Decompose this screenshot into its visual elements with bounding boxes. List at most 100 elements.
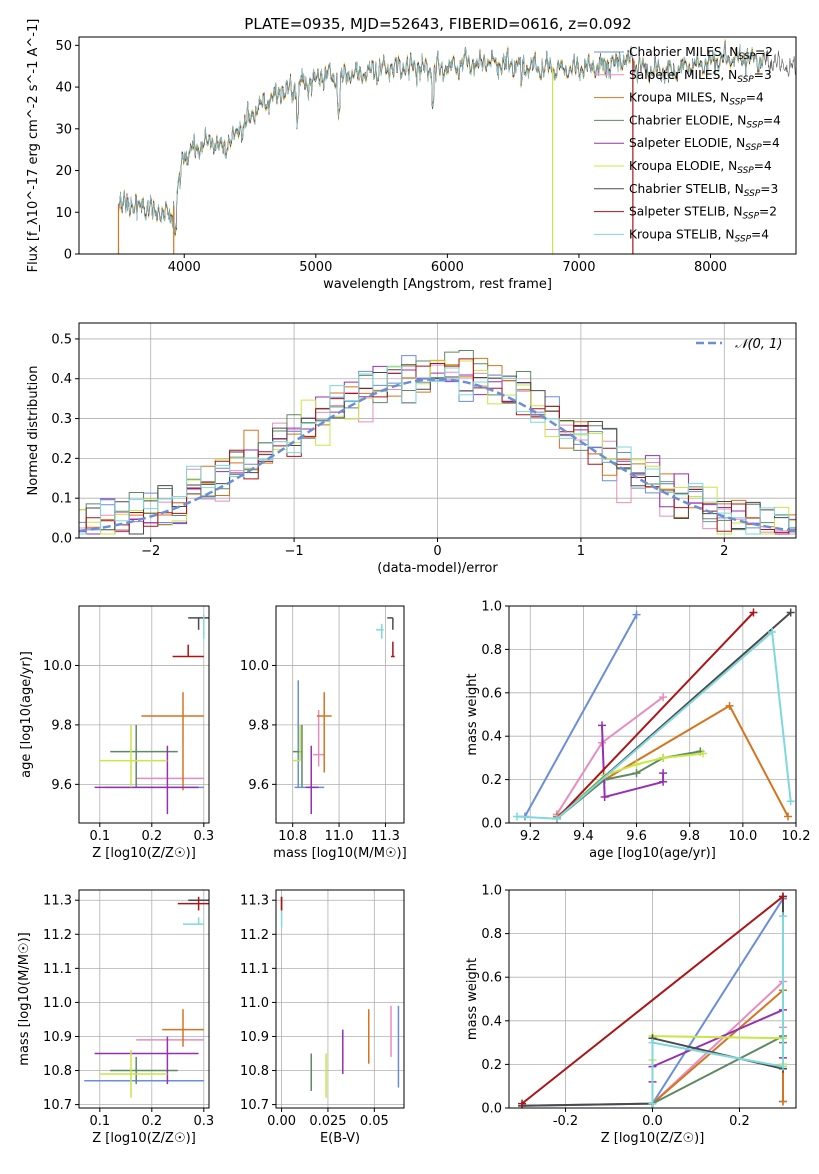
x-tick-label: 0.2 (729, 1114, 750, 1129)
y-tick-label: 10.7 (43, 1098, 72, 1113)
x-tick-label: 8000 (694, 260, 727, 275)
point-salpeter-stelib (172, 644, 204, 658)
marker-kroupa-stelib (648, 1038, 657, 1047)
axes-massweight_vs_Z: -0.2 0.0 0.2 0.0 0.2 0.4 0.6 0.8 1.0 Z [log10(Z/Z… (465, 884, 797, 1146)
y-axis-label: mass weight (465, 958, 480, 1040)
x-axis-label: E(B-V) (320, 1131, 360, 1146)
axes-massweight_vs_age: 9.2 9.4 9.6 9.8 10.0 10.2 0.0 0.2 0.4 0.6 0.8 1.0 ag… (465, 600, 810, 862)
x-tick-label: 4000 (168, 260, 201, 275)
y-tick-label: 20 (55, 164, 72, 179)
axes-frame (275, 889, 405, 1109)
line-kroupa-elodie (556, 752, 704, 820)
line-salpeter-miles (555, 696, 664, 815)
x-tick-label: 10.2 (782, 829, 811, 844)
legend-label-salpeter-elodie: Salpeter ELODIE, NSSP=4 (629, 136, 780, 153)
legend-label-chabrier-stelib: Chabrier STELIB, NSSP=3 (629, 182, 778, 199)
point-kroupa-elodie (99, 724, 168, 788)
y-tick-label: 10.0 (240, 659, 269, 674)
hist-series-salpeter-miles (79, 364, 796, 535)
point-kroupa-elodie (292, 724, 301, 762)
panel-massweight_vs_age (509, 605, 797, 824)
marker-salpeter-stelib (778, 892, 787, 901)
axes-frame (78, 605, 210, 824)
marker-kroupa-stelib (512, 812, 521, 821)
point-chabrier-elodie (110, 1056, 178, 1085)
x-tick-label: 0.3 (193, 1114, 214, 1129)
y-tick-label: 0.0 (481, 817, 502, 832)
axes-spectrum: 4000 5000 6000 7000 8000 0 10 20 30 40 50 wavelengt… (26, 19, 797, 292)
point-kroupa-stelib (376, 623, 384, 639)
y-tick-label: 11.3 (240, 894, 269, 909)
marker-kroupa-elodie (659, 753, 668, 762)
hist-series-kroupa-elodie (79, 360, 796, 535)
plot-area (280, 896, 400, 1098)
x-tick-label: 11.0 (325, 829, 354, 844)
y-tick-label: 9.8 (51, 718, 72, 733)
axes-frame (508, 605, 797, 824)
legend-label-salpeter-miles: Salpeter MILES, NSSP=3 (629, 68, 772, 85)
x-tick-label: 7000 (562, 260, 595, 275)
x-axis-label: age [log10(age/yr)] (589, 846, 716, 861)
y-tick-label: 0.4 (51, 372, 72, 387)
hist-series-salpeter-stelib (79, 358, 796, 535)
x-tick-label: 0.2 (141, 829, 162, 844)
y-tick-label: 0.8 (481, 927, 502, 942)
x-tick-label: 9.8 (679, 829, 700, 844)
marker-kroupa-stelib (552, 814, 561, 823)
figure-title: PLATE=0935, MJD=52643, FIBERID=0616, z=0… (244, 15, 631, 33)
y-tick-label: 0.2 (481, 773, 502, 788)
x-tick-label: 0.1 (89, 829, 110, 844)
y-axis-label: mass weight (465, 673, 480, 755)
x-tick-label: 2 (720, 544, 728, 559)
y-tick-label: 11.2 (43, 928, 72, 943)
marker-salpeter-elodie (659, 777, 668, 786)
panel-massweight_vs_Z (509, 889, 796, 1109)
y-tick-label: 0.2 (51, 452, 72, 467)
plot-area (79, 349, 796, 535)
spectrum-legend: Chabrier MILES, NSSP=2 Salpeter MILES, NS… (594, 45, 781, 244)
x-axis-label: Z [log10(Z/Z☉)] (601, 1131, 705, 1146)
y-tick-label: 0.6 (481, 686, 502, 701)
line-kroupa-stelib (651, 916, 784, 1104)
marker-chabrier-stelib (786, 608, 795, 617)
x-tick-label: 0.025 (309, 1114, 346, 1129)
marker-kroupa-stelib (778, 1062, 787, 1071)
x-tick-label: 0.00 (267, 1114, 296, 1129)
y-tick-label: 9.6 (51, 778, 72, 793)
legend-label-salpeter-stelib: Salpeter STELIB, NSSP=2 (629, 205, 777, 222)
x-axis-label: wavelength [Angstrom, rest frame] (323, 277, 552, 292)
y-tick-label: 10.7 (240, 1098, 269, 1113)
x-tick-label: 0.05 (360, 1114, 389, 1129)
y-tick-label: 0.8 (481, 643, 502, 658)
x-tick-label: -0.2 (553, 1114, 578, 1129)
marker-salpeter-stelib (518, 1099, 527, 1108)
point-kroupa-miles (162, 1009, 204, 1047)
point-salpeter-elodie (94, 745, 199, 815)
axes-mass_vs_Z: 0.1 0.2 0.3 10.7 10.8 10.9 11.0 11.1 11.2 11.3 Z [… (17, 889, 214, 1146)
axes-residual_hist: −2 −1 0 1 2 0.0 0.1 0.2 0.3 0.4 0.5 (data-model)/er… (26, 322, 797, 576)
y-tick-label: 0.6 (481, 971, 502, 986)
marker-salpeter-stelib (749, 608, 758, 617)
y-tick-label: 10.8 (240, 1064, 269, 1079)
marker-kroupa-miles (725, 701, 734, 710)
axes-age_vs_mass: 10.8 11.0 11.3 9.6 9.8 10.0 mass [log10(M/M☉)] (240, 605, 407, 861)
marker-salpeter-elodie (598, 721, 607, 730)
marker-salpeter-elodie (600, 792, 609, 801)
plot-area (292, 617, 395, 815)
legend-label-chabrier-elodie: Chabrier ELODIE, NSSP=4 (629, 113, 781, 130)
legend-label-kroupa-miles: Kroupa MILES, NSSP=4 (629, 91, 764, 108)
point-kroupa-elodie (99, 1050, 168, 1098)
x-tick-label: 0.1 (89, 1114, 110, 1129)
marker-salpeter-elodie (659, 769, 668, 778)
y-tick-label: 11.0 (240, 996, 269, 1011)
y-tick-label: 0.5 (51, 332, 72, 347)
axes-frame (78, 36, 797, 255)
marker-chabrier-elodie (632, 769, 641, 778)
marker-kroupa-miles (778, 1097, 787, 1106)
marker-kroupa-stelib (768, 628, 777, 637)
x-tick-label: −2 (141, 544, 160, 559)
y-tick-label: 1.0 (481, 600, 502, 615)
x-axis-label: mass [log10(M/M☉)] (273, 846, 406, 861)
x-tick-label: 10.8 (278, 829, 307, 844)
marker-kroupa-stelib (648, 1099, 657, 1108)
